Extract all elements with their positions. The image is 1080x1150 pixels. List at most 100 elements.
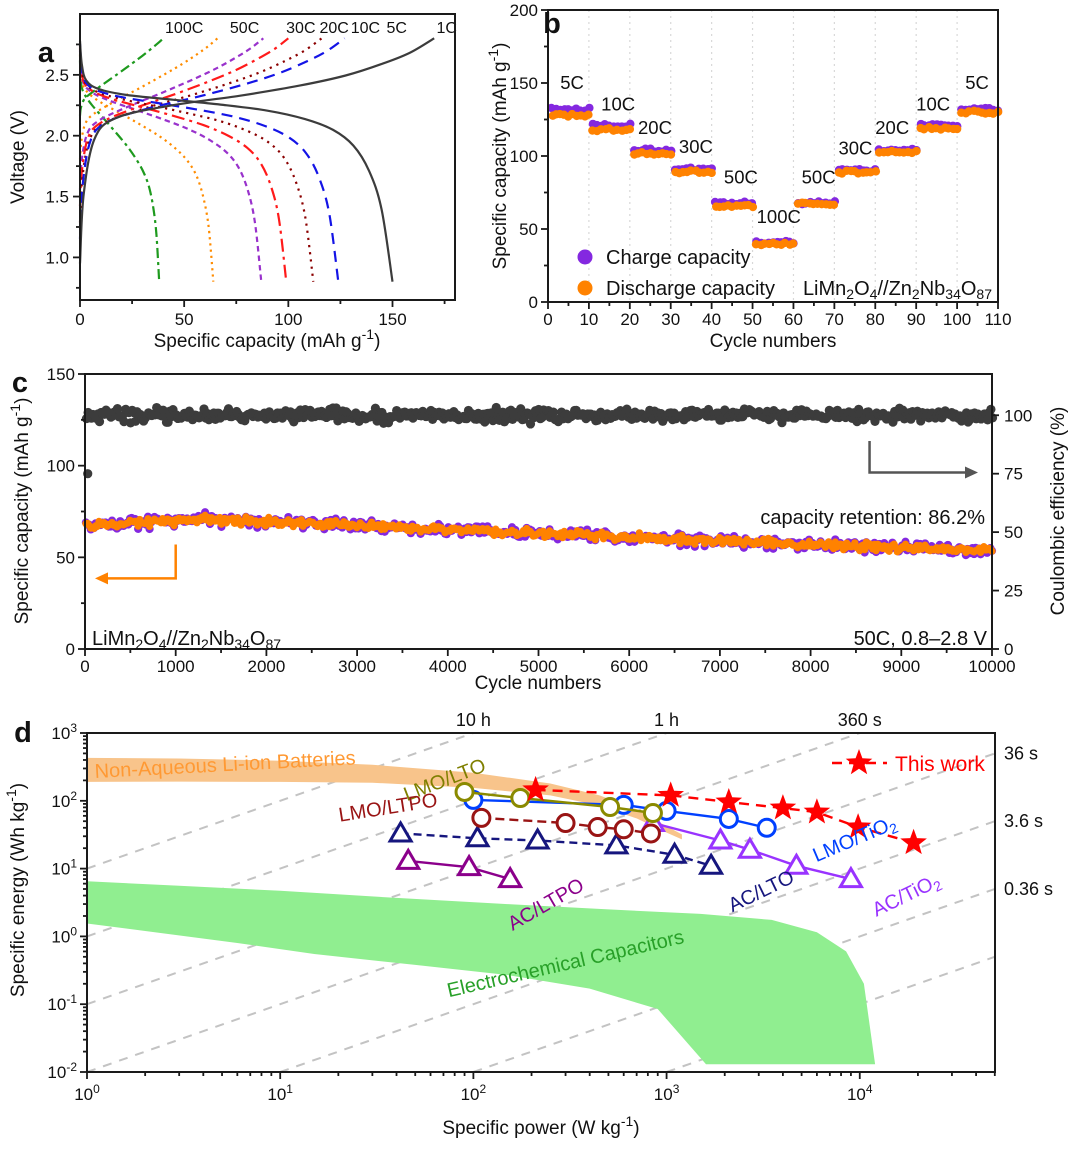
label: 40 [702, 310, 721, 329]
circle-marker [756, 817, 777, 838]
panel-d-xlabel: Specific power (W kg-1) [442, 1113, 639, 1139]
rate-label-5C: 5C [386, 20, 406, 37]
rate-step-label: 20C [638, 117, 672, 138]
rate-label-100C: 100C [165, 20, 203, 37]
panel-a-xlabel: Specific capacity (mAh g-1) [154, 326, 381, 352]
label: 0 [543, 310, 552, 329]
label: 102 [461, 1082, 487, 1104]
time-label-top: 1 h [654, 710, 679, 730]
axis-arrows [95, 440, 978, 585]
cell-label-b: LiMn2O4//Zn2Nb34O87 [803, 278, 992, 302]
rate-label-10C: 10C [351, 20, 380, 37]
triangle-marker [783, 852, 810, 875]
circle-marker [454, 781, 475, 802]
rate-step-label: 50C [802, 167, 836, 188]
triangle-marker [603, 831, 630, 855]
time-label-top: 10 h [456, 710, 491, 730]
label: 25 [1004, 582, 1023, 601]
triangle-marker [497, 865, 524, 889]
panel-b-xlabel: Cycle numbers [710, 331, 837, 352]
panel-c-xlabel: Cycle numbers [475, 673, 602, 694]
panel-c: 0 1000 2000 3000 4000 5000 6000 7000 8000 9000 100… [7, 365, 1069, 694]
curve-30C-discharge [78, 50, 263, 282]
series-lmo-ltpo [471, 807, 661, 844]
label: 150 [378, 310, 406, 329]
star-marker [844, 813, 872, 839]
triangle-marker [736, 836, 764, 859]
label: 0 [75, 310, 84, 329]
curve-50C-discharge [78, 54, 215, 282]
curve-5C-charge [78, 37, 346, 239]
d-label: AC/TiO2 [869, 870, 945, 923]
rate-label-20C: 20C [319, 20, 348, 37]
panel-d: Non-Aqueous Li-ion Batteries LMO/LTOLMO/L… [3, 710, 1053, 1139]
legend-star [845, 749, 873, 775]
retention-label: capacity retention: 86.2% [760, 507, 985, 529]
panel-c-ylabel-right: Coulombic efficiency (%) [1048, 407, 1069, 616]
region-electrochemical-capacitors [87, 881, 876, 1065]
panel-b-ylabel: Specific capacity (mAh g-1) [485, 43, 511, 270]
circle-marker [718, 808, 739, 829]
panel-d-axes: 100 101 102 103 104 10-2 10-1 100 101 102 103 [47, 721, 996, 1104]
label: 3000 [338, 657, 376, 676]
curve-50C-charge [78, 37, 219, 160]
curve-1C-discharge [78, 40, 394, 282]
label: 0 [1004, 640, 1013, 659]
label: 103 [654, 1082, 680, 1104]
label: 100 [510, 147, 538, 166]
panel-b-legend: Charge capacity Discharge capacity [577, 247, 775, 300]
circle-marker [640, 823, 661, 844]
panel-letter-c: c [12, 367, 28, 399]
legend-this-work: This work [895, 753, 985, 776]
curve-10C-charge [78, 37, 323, 223]
label: 100 [51, 924, 77, 946]
label: 2000 [247, 657, 285, 676]
triangle-marker [837, 865, 865, 889]
label: 101 [267, 1082, 293, 1104]
label: 20 [620, 310, 639, 329]
series-ac-ltpo [395, 847, 524, 889]
time-label-right: 36 s [1004, 743, 1038, 763]
panel-letter-a: a [38, 37, 55, 69]
triangle-marker [464, 824, 491, 848]
label: 100 [74, 1082, 100, 1104]
label: 0 [529, 293, 538, 312]
series-this-work [522, 775, 927, 855]
label: 6000 [610, 657, 648, 676]
series-discharge-c [82, 511, 996, 557]
panel-a: 100C 50C 30C 20C 10C 5C 1C 0 50 100 150 1.0 1.5 2.0 2.… [8, 13, 457, 352]
star-marker [769, 794, 797, 820]
circle-marker [587, 817, 608, 838]
label: 75 [1004, 465, 1023, 484]
rate-step-label: 10C [601, 94, 635, 115]
panel-letter-b: b [543, 8, 561, 40]
label: 200 [510, 1, 538, 20]
rate-step-label: 5C [560, 72, 584, 93]
rate-label-50C: 50C [230, 20, 259, 37]
star-marker [900, 828, 927, 855]
series-discharge [548, 106, 1003, 250]
label: 10000 [968, 657, 1015, 676]
rate-step-label: 100C [757, 206, 801, 227]
curve-20C-charge [78, 37, 289, 207]
label: 2.0 [45, 127, 69, 146]
cell-label-c: LiMn2O4//Zn2Nb34O87 [92, 628, 281, 652]
label: 4000 [429, 657, 467, 676]
panel-d-legend: This work [832, 749, 985, 776]
label: 102 [51, 789, 77, 811]
panel-c-ylabel-left: Specific capacity (mAh g-1) [7, 398, 33, 625]
d-label: AC/LTO [725, 866, 798, 917]
circle-marker [642, 803, 663, 824]
curve-100C-charge [78, 37, 165, 116]
circle-marker [600, 797, 621, 818]
triangle-marker [395, 847, 422, 870]
label: 10-2 [47, 1060, 77, 1082]
label: 10 [579, 310, 598, 329]
time-label-top: 360 s [838, 710, 882, 730]
label: 0 [66, 640, 75, 659]
label: 10-1 [47, 992, 77, 1014]
label: 5000 [520, 657, 558, 676]
label: 104 [847, 1082, 873, 1104]
star-marker [657, 781, 684, 807]
